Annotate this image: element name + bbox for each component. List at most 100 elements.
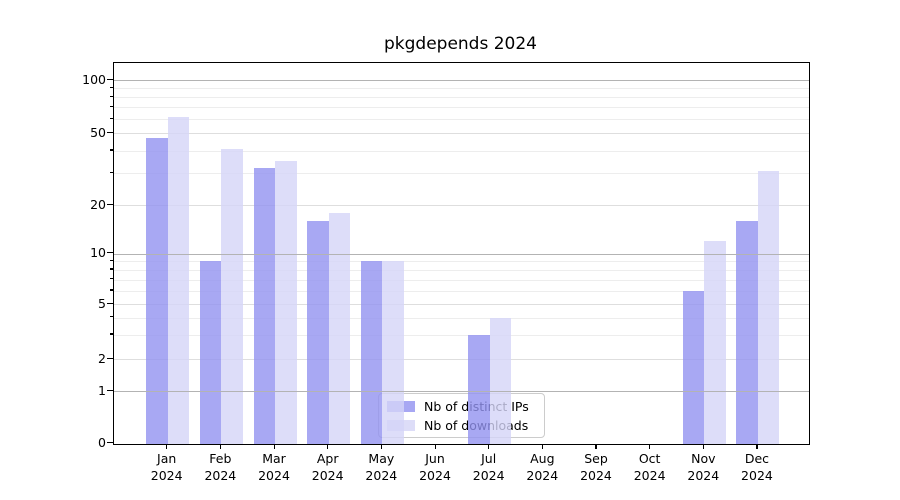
xtick-mark-nov	[702, 444, 704, 449]
month-year: 2024	[472, 468, 505, 483]
xtick-label-apr: Apr 2024	[298, 450, 358, 484]
month-name: Nov	[691, 451, 716, 466]
ytick-mark-0	[107, 442, 113, 444]
xtick-label-nov: Nov 2024	[673, 450, 733, 484]
month-year: 2024	[419, 468, 451, 483]
chart-title: pkgdepends 2024	[383, 34, 538, 54]
month-year: 2024	[311, 468, 344, 483]
ytick-minor-mark-80	[110, 95, 113, 97]
minor-gridline-6	[114, 290, 809, 292]
xtick-label-may: May 2024	[351, 450, 411, 484]
minor-gridline-8	[114, 269, 809, 271]
ytick-mark-50	[107, 131, 113, 133]
month-year: 2024	[741, 468, 773, 483]
xtick-label-jun: Jun 2024	[405, 450, 465, 484]
month-name: Dec	[744, 451, 770, 466]
major-gridline-20	[114, 205, 809, 207]
xtick-label-mar: Mar 2024	[244, 450, 304, 484]
xtick-mark-sep	[595, 444, 597, 449]
month-year: 2024	[258, 468, 290, 483]
bar-ips-feb	[199, 261, 222, 444]
ytick-mark-2	[107, 357, 113, 359]
ytick-label-50: 50	[90, 124, 106, 140]
month-year: 2024	[633, 468, 666, 483]
ytick-minor-mark-6	[110, 289, 113, 291]
minor-gridline-9	[114, 261, 809, 263]
xtick-mark-dec	[756, 444, 758, 449]
month-name: Mar	[262, 451, 286, 466]
month-name: Jan	[157, 451, 177, 466]
ytick-mark-1	[107, 389, 113, 391]
ytick-label-2: 2	[98, 350, 106, 366]
bar-ips-jul	[468, 334, 490, 444]
ytick-label-0: 0	[98, 435, 106, 451]
legend-item-downloads: Nb of downloads	[387, 418, 536, 433]
xtick-mark-mar	[273, 444, 275, 449]
minor-gridline-80	[114, 97, 809, 99]
xtick-label-dec: Dec 2024	[727, 450, 787, 484]
legend-item-ips: Nb of distinct IPs	[387, 399, 536, 414]
minor-gridline-7	[114, 279, 809, 281]
minor-gridline-60	[114, 119, 809, 121]
bar-ips-apr	[307, 220, 329, 444]
minor-gridline-40	[114, 150, 809, 152]
xtick-label-aug: Aug 2024	[512, 450, 572, 484]
minor-gridline-3	[114, 334, 809, 336]
major-gridline-2	[114, 359, 809, 361]
ytick-minor-mark-90	[110, 86, 113, 88]
month-name: Feb	[209, 451, 232, 466]
ytick-mark-20	[107, 203, 113, 205]
bar-ips-dec	[736, 220, 758, 444]
month-name: Aug	[530, 451, 555, 466]
major-gridline-100	[114, 80, 809, 81]
ytick-minor-mark-40	[110, 149, 113, 151]
bar-ips-mar	[253, 168, 276, 444]
bar-downloads-dec	[757, 170, 780, 444]
minor-gridline-30	[114, 173, 809, 175]
ytick-minor-mark-3	[110, 333, 113, 335]
ytick-mark-5	[107, 302, 113, 304]
month-name: Jun	[425, 451, 445, 466]
ytick-minor-mark-70	[110, 105, 113, 108]
ytick-minor-mark-7	[110, 278, 113, 280]
ytick-minor-mark-8	[110, 268, 113, 270]
ytick-mark-100	[107, 78, 113, 80]
xtick-mark-jan	[166, 444, 168, 449]
minor-gridline-70	[114, 107, 809, 109]
xtick-mark-jun	[434, 444, 436, 449]
bar-downloads-jan	[167, 116, 190, 444]
ytick-minor-mark-30	[110, 171, 113, 174]
month-year: 2024	[204, 468, 237, 483]
bar-downloads-apr	[328, 212, 351, 444]
minor-gridline-90	[114, 88, 809, 90]
ytick-label-100: 100	[82, 71, 106, 87]
month-year: 2024	[150, 468, 183, 483]
ytick-minor-mark-60	[110, 117, 113, 119]
xtick-label-feb: Feb 2024	[190, 450, 250, 484]
xtick-mark-jul	[488, 444, 490, 449]
minor-gridline-4	[114, 317, 809, 319]
bar-downloads-may	[382, 261, 404, 444]
xtick-mark-feb	[219, 444, 222, 449]
major-gridline-50	[114, 133, 809, 135]
month-name: Apr	[316, 451, 339, 466]
xtick-mark-apr	[327, 444, 329, 449]
bar-downloads-jul	[489, 317, 512, 444]
bar-downloads-mar	[275, 161, 297, 444]
ytick-label-20: 20	[90, 196, 106, 212]
ytick-mark-10	[107, 252, 113, 254]
xtick-label-sep: Sep 2024	[566, 450, 626, 484]
xtick-label-jul: Jul 2024	[459, 450, 519, 484]
month-year: 2024	[365, 468, 398, 483]
ytick-minor-mark-4	[110, 316, 113, 318]
month-name: Sep	[584, 451, 608, 466]
ytick-label-5: 5	[98, 295, 106, 311]
bar-ips-jan	[146, 138, 168, 444]
month-year: 2024	[580, 468, 612, 483]
bar-ips-nov	[682, 291, 705, 444]
bar-downloads-feb	[221, 148, 243, 444]
xtick-label-oct: Oct 2024	[620, 450, 680, 484]
month-name: May	[368, 451, 395, 466]
ytick-label-1: 1	[98, 382, 106, 398]
